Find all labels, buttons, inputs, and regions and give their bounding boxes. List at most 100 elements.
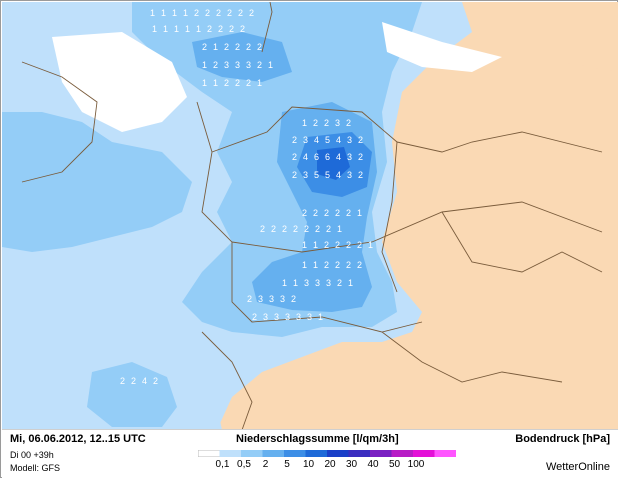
precip-value: 1	[368, 240, 373, 250]
legend-tick-label: 20	[324, 459, 336, 470]
precip-value: 2	[358, 170, 363, 180]
precip-value: 2	[346, 260, 351, 270]
legend-tick-label: 40	[367, 459, 379, 470]
precip-value: 2	[131, 376, 136, 386]
legend-tick-label: 5	[284, 459, 290, 470]
precip-value: 2	[240, 24, 245, 34]
precip-value: 1	[183, 8, 188, 18]
precip-value: 2	[324, 208, 329, 218]
precip-value: 2	[257, 60, 262, 70]
precip-value: 2	[246, 42, 251, 52]
precip-value: 1	[152, 24, 157, 34]
precip-value: 2	[313, 118, 318, 128]
precipitation-map: 1 1 1 1 2 2 2 2 2 21 1 1 1 1 2 2 2 22 2 1 2 2 2 2 1 2 2 2 21 2 3 3 3 2 11 1…	[2, 2, 618, 430]
precip-value: 1	[302, 240, 307, 250]
precip-value: 1	[161, 8, 166, 18]
forecast-model: Modell: GFS	[10, 463, 61, 473]
legend-tick-label: 10	[302, 459, 315, 470]
precip-heavy-north	[192, 32, 292, 82]
precip-value: 2	[227, 8, 232, 18]
precip-value: 3	[280, 294, 285, 304]
legend-swatch	[348, 450, 371, 457]
map-footer: Mi, 06.06.2012, 12..15 UTC Di 00 +39h Mo…	[2, 429, 618, 478]
precip-value: 3	[303, 135, 308, 145]
precip-value: 3	[285, 312, 290, 322]
precip-value: 1	[293, 278, 298, 288]
precip-value: 4	[314, 135, 319, 145]
precip-value: 1	[82, 42, 87, 52]
brand-logo-text: WetterOnline	[546, 461, 610, 473]
precip-value: 1	[282, 278, 287, 288]
precip-value: 1	[185, 24, 190, 34]
precip-value: 2	[324, 118, 329, 128]
precip-value: 4	[336, 170, 341, 180]
precip-value: 2	[224, 78, 229, 88]
precip-value: 2	[60, 42, 65, 52]
precip-value: 2	[324, 240, 329, 250]
legend-swatch	[241, 450, 263, 457]
precip-value: 1	[357, 208, 362, 218]
precip-value: 2	[346, 208, 351, 218]
precip-value: 2	[292, 135, 297, 145]
precip-value: 1	[302, 118, 307, 128]
precip-value: 3	[347, 152, 352, 162]
precip-value: 1	[202, 78, 207, 88]
precip-max-core	[317, 147, 350, 180]
precip-value: 2	[357, 240, 362, 250]
precip-value: 2	[205, 8, 210, 18]
precip-value: 2	[120, 376, 125, 386]
precip-values-layer: 1 1 1 1 2 2 2 2 2 21 1 1 1 1 2 2 2 22 2 1 2 2 2 2 1 2 2 2 21 2 3 3 3 2 11 1…	[60, 8, 373, 386]
precip-value: 1	[174, 24, 179, 34]
precip-value: 5	[314, 170, 319, 180]
precip-value: 2	[260, 224, 265, 234]
legend-ticks: 0,1 0,5 2 5 10 20 30 40 50 100	[198, 459, 456, 473]
precip-value: 2	[326, 224, 331, 234]
precip-value: 2	[335, 208, 340, 218]
precip-value: 2	[313, 208, 318, 218]
precip-value: 2	[246, 78, 251, 88]
precip-value: 1	[337, 224, 342, 234]
precip-value: 2	[324, 260, 329, 270]
land-east-top	[442, 2, 618, 72]
precip-value: 2	[235, 78, 240, 88]
precip-medium-west	[2, 112, 192, 252]
country-borders	[21, 2, 603, 430]
legend-tick-label: 2	[262, 459, 269, 470]
precip-value: 2	[357, 260, 362, 270]
precip-value: 3	[246, 60, 251, 70]
precip-value: 2	[315, 224, 320, 234]
precip-value: 2	[282, 224, 287, 234]
precip-value: 3	[347, 170, 352, 180]
precip-value: 2	[292, 152, 297, 162]
precip-value: 2	[229, 24, 234, 34]
precip-value: 2	[346, 118, 351, 128]
precip-value: 2	[335, 240, 340, 250]
precip-value: 2	[224, 42, 229, 52]
precip-value: 3	[303, 170, 308, 180]
precip-value: 2	[93, 42, 98, 52]
precip-value: 1	[202, 60, 207, 70]
legend-tick-label: 30	[345, 459, 358, 470]
precip-value: 2	[304, 224, 309, 234]
legend-swatch	[413, 450, 435, 457]
precip-value: 3	[296, 312, 301, 322]
precip-value: 6	[325, 152, 330, 162]
precip-value: 1	[318, 312, 323, 322]
precip-value: 1	[313, 260, 318, 270]
legend-swatch	[434, 450, 456, 457]
precip-value: 2	[115, 42, 120, 52]
legend-swatch	[198, 450, 221, 457]
precip-value: 2	[153, 376, 158, 386]
precip-value: 3	[224, 60, 229, 70]
precip-value: 2	[358, 135, 363, 145]
precip-value: 2	[247, 294, 252, 304]
precip-value: 1	[150, 8, 155, 18]
precip-value: 4	[142, 376, 147, 386]
precip-value: 3	[326, 278, 331, 288]
legend-swatch	[370, 450, 392, 457]
legend-title: Niederschlagssumme [l/qm/3h]	[236, 433, 399, 445]
legend-swatch	[262, 450, 285, 457]
precip-value: 2	[202, 42, 207, 52]
precip-value: 4	[336, 135, 341, 145]
